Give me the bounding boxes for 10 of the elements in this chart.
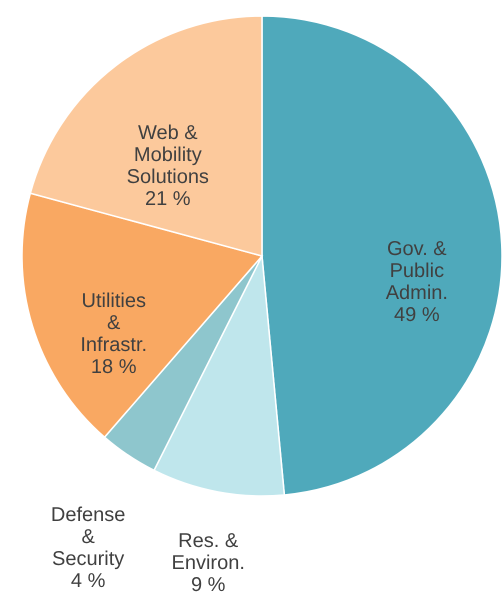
slice-label: Defense & Security	[50, 504, 126, 570]
data-label: 4 %	[70, 570, 106, 592]
data-label: 18 %	[90, 356, 137, 378]
slice-label: Utilities & Infrastr.	[80, 290, 148, 356]
slice-label: Web & Mobility Solutions	[126, 122, 209, 188]
slice-label: Res. & Environ.	[172, 530, 245, 574]
data-label: 21 %	[145, 188, 191, 210]
data-label: 9 %	[190, 574, 226, 596]
data-label: 49 %	[394, 304, 440, 326]
slice-label: Gov. & Public Admin.	[386, 238, 448, 304]
